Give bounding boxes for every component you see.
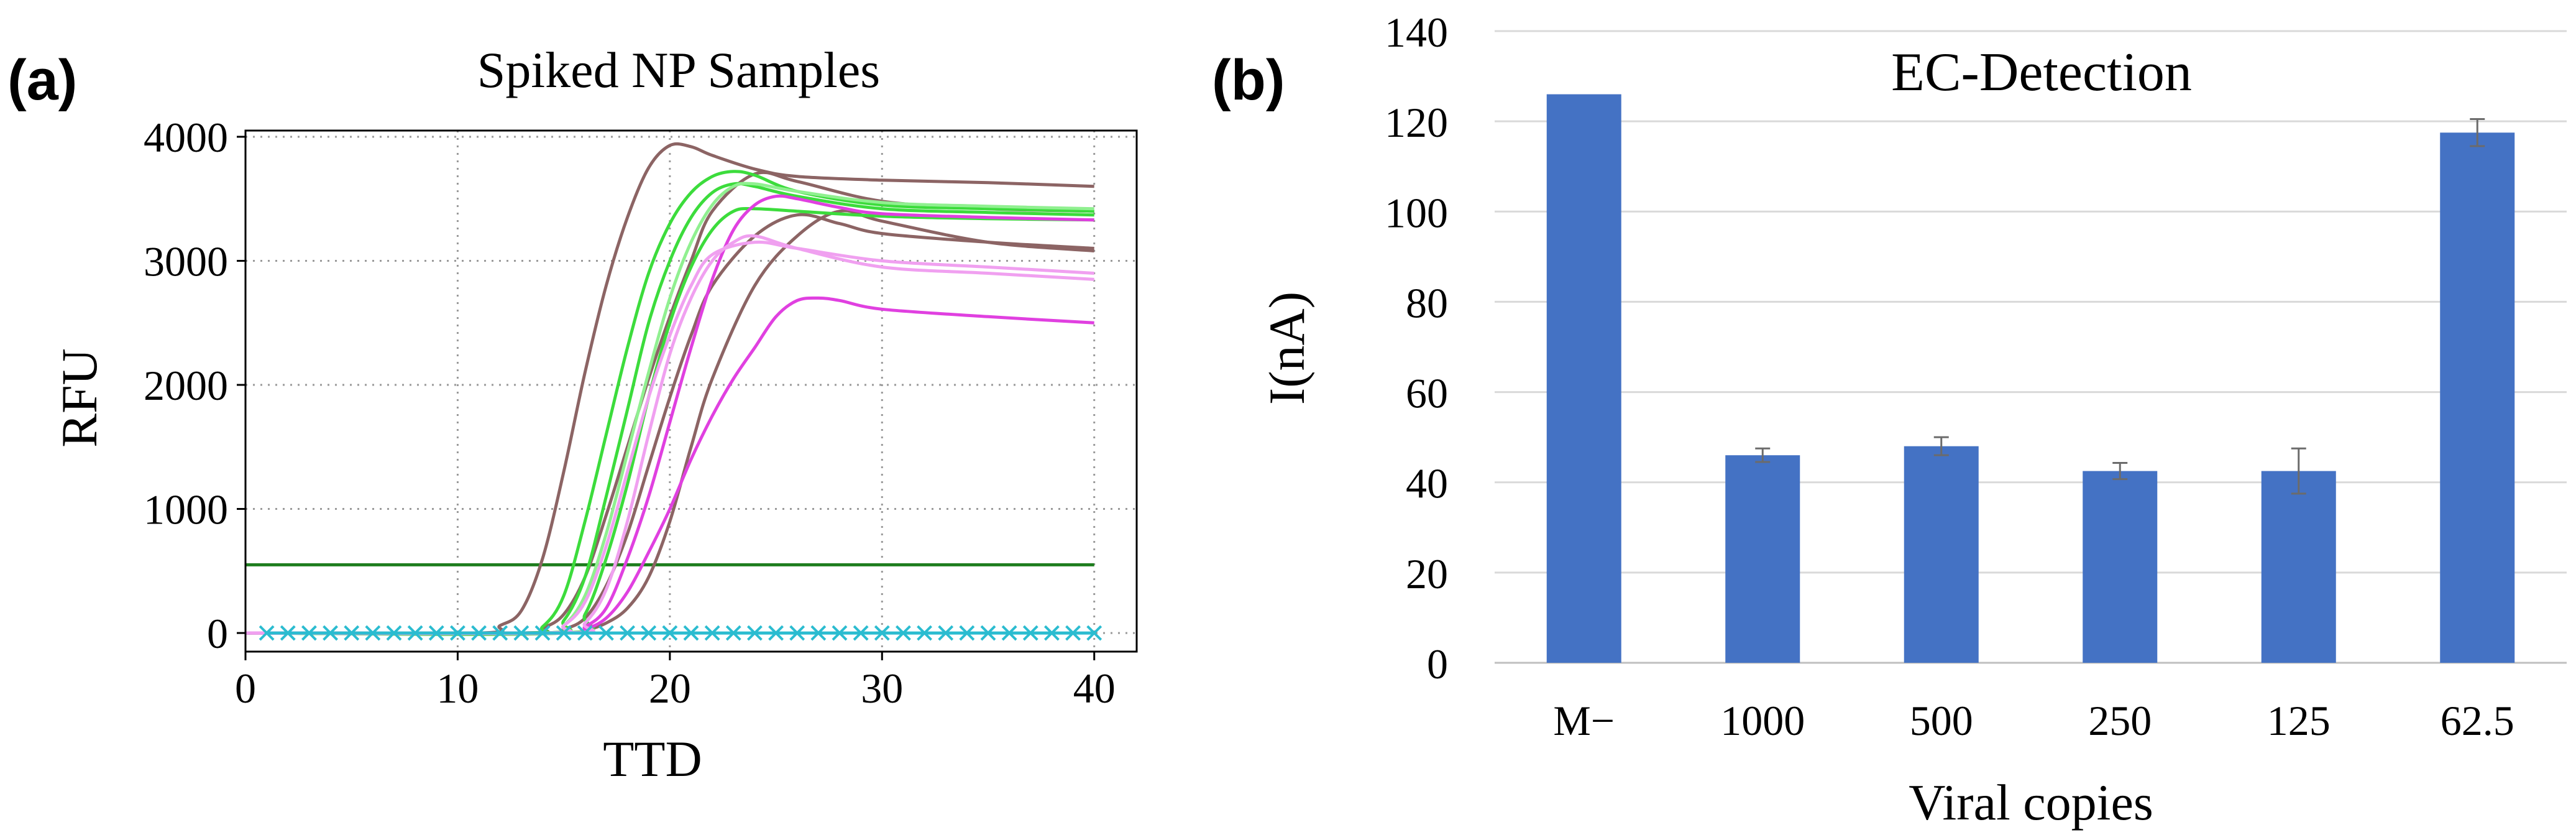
negative-marker [810, 625, 827, 641]
series-line-green-1 [245, 170, 1094, 635]
error-bar [1933, 436, 1949, 456]
panel-b-letter: (b) [1212, 48, 1285, 112]
chart-a-tick-label-x: 0 [235, 665, 256, 712]
negative-marker [301, 625, 317, 641]
negative-marker [959, 625, 975, 641]
chart-a-tick-label-x: 20 [649, 665, 691, 712]
negative-marker [471, 625, 487, 641]
negative-marker [917, 625, 932, 641]
series-line-pink-1 [245, 234, 1094, 635]
negative-marker [1065, 625, 1081, 641]
chart-b-tick-label-y: 20 [1406, 550, 1448, 598]
chart-b-tick-label-y: 40 [1406, 460, 1448, 507]
chart-a-tick-label-y: 0 [207, 610, 228, 657]
chart-b-y-axis-label: I(nA) [1258, 292, 1315, 405]
negative-marker [365, 625, 381, 641]
chart-b-category-label: 1000 [1720, 697, 1805, 744]
chart-b-tick-label-y: 80 [1406, 279, 1448, 326]
chart-b-tick-label-y: 0 [1427, 640, 1448, 688]
negative-marker [1044, 625, 1060, 641]
series-line-pink-2 [245, 240, 1094, 635]
error-bar [1755, 447, 1771, 463]
chart-a-ticks: 0 10 20 30 40 0 1000 2000 3000 4000 [144, 114, 1116, 712]
chart-b-category-label: M− [1553, 697, 1615, 744]
bar-125 [2261, 471, 2336, 663]
series-line-brown-1 [245, 142, 1094, 635]
negative-marker [641, 625, 657, 641]
chart-b-ticks: 0 20 40 60 80 100 120 140 M− 1000 500 250 125 62.5 [1385, 9, 2514, 744]
negative-marker [323, 625, 338, 641]
error-bar [2112, 462, 2128, 481]
bar-500 [1904, 446, 1979, 663]
chart-a-tick-label-x: 30 [861, 665, 903, 712]
negative-marker [853, 625, 869, 641]
chart-b-title: EC-Detection [1891, 42, 2192, 103]
negative-marker [1086, 625, 1102, 641]
negative-marker [407, 625, 423, 641]
chart-a-tick-label-y: 3000 [144, 238, 228, 285]
chart-a-y-axis-label: RFU [51, 348, 108, 448]
negative-marker [428, 625, 444, 641]
panel-b: (b) EC-Detection 0 20 40 60 80 100 120 140 M− 100… [1212, 9, 2567, 831]
bar-1000 [1725, 455, 1800, 663]
error-bar [2470, 118, 2485, 147]
chart-a-series-group [245, 142, 1094, 636]
negative-marker [1022, 625, 1038, 641]
chart-b-category-label: 250 [2088, 697, 2152, 744]
chart-b-tick-label-y: 120 [1385, 99, 1448, 146]
negative-marker [1001, 625, 1017, 641]
negative-marker [768, 625, 784, 641]
negative-marker [704, 625, 720, 641]
bar-62.5 [2440, 132, 2515, 663]
chart-a-tick-label-x: 10 [436, 665, 479, 712]
negative-marker [662, 625, 678, 641]
negative-marker [747, 625, 763, 641]
negative-marker [789, 625, 805, 641]
error-bar [2291, 447, 2306, 495]
chart-a-negative-markers [259, 625, 1102, 641]
negative-marker [683, 625, 699, 641]
negative-marker [598, 625, 614, 641]
bar-250 [2083, 471, 2158, 663]
series-line-green-2 [245, 182, 1094, 636]
panel-a-letter: (a) [7, 48, 77, 112]
negative-marker [280, 625, 296, 641]
negative-marker [513, 625, 529, 641]
negative-marker [620, 625, 635, 641]
chart-b-tick-label-y: 140 [1385, 9, 1448, 56]
bar-M− [1546, 94, 1621, 663]
chart-b-tick-label-y: 100 [1385, 189, 1448, 236]
chart-b-tick-label-y: 60 [1406, 370, 1448, 417]
negative-marker [832, 625, 848, 641]
chart-b-x-axis-label: Viral copies [1909, 774, 2153, 831]
chart-a-tick-label-x: 40 [1073, 665, 1116, 712]
negative-marker [534, 625, 551, 641]
negative-marker [386, 625, 402, 641]
chart-b-category-label: 125 [2267, 697, 2331, 744]
negative-marker [344, 625, 360, 641]
chart-b-category-label: 500 [1910, 697, 1973, 744]
chart-b-category-label: 62.5 [2441, 697, 2514, 744]
chart-b-grid [1495, 30, 2567, 664]
panel-a: (a) Spiked NP Samples 0 10 20 30 40 0 1000 2000… [7, 42, 1138, 787]
negative-marker [938, 625, 954, 641]
negative-marker [980, 625, 996, 641]
negative-marker [556, 625, 572, 641]
negative-marker [577, 625, 593, 641]
chart-a-tick-label-y: 2000 [144, 362, 228, 409]
chart-a-title: Spiked NP Samples [477, 42, 880, 98]
chart-a-plot-frame [244, 129, 1138, 653]
negative-marker [896, 625, 911, 641]
chart-b-bars [1546, 94, 2515, 663]
negative-marker [725, 625, 741, 641]
negative-marker [874, 625, 890, 641]
chart-a-x-axis-label: TTD [603, 731, 702, 787]
negative-marker [492, 625, 508, 641]
negative-marker [259, 625, 275, 641]
negative-marker [450, 625, 465, 641]
chart-a-tick-label-y: 4000 [144, 114, 228, 161]
chart-a-tick-label-y: 1000 [144, 486, 228, 533]
